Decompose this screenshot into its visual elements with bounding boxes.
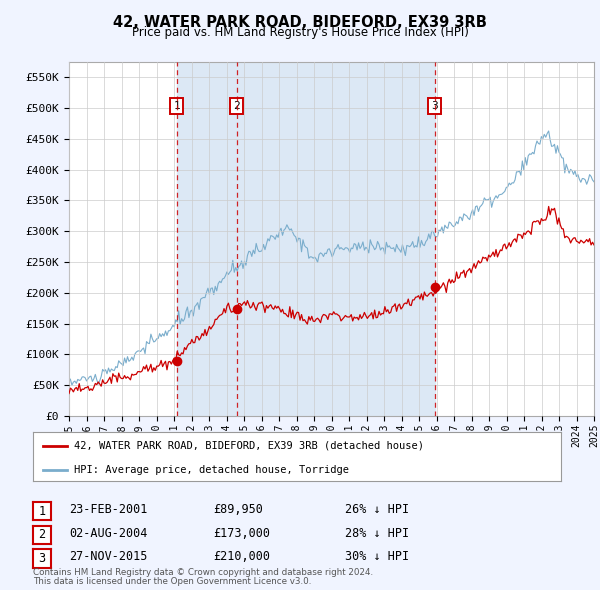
Text: 27-NOV-2015: 27-NOV-2015 <box>69 550 148 563</box>
Text: 28% ↓ HPI: 28% ↓ HPI <box>345 526 409 540</box>
Text: HPI: Average price, detached house, Torridge: HPI: Average price, detached house, Torr… <box>74 465 349 475</box>
Text: 02-AUG-2004: 02-AUG-2004 <box>69 526 148 540</box>
Text: 2: 2 <box>233 101 240 111</box>
Text: 23-FEB-2001: 23-FEB-2001 <box>69 503 148 516</box>
Text: £89,950: £89,950 <box>213 503 263 516</box>
Text: 42, WATER PARK ROAD, BIDEFORD, EX39 3RB (detached house): 42, WATER PARK ROAD, BIDEFORD, EX39 3RB … <box>74 441 424 451</box>
Text: 26% ↓ HPI: 26% ↓ HPI <box>345 503 409 516</box>
Text: This data is licensed under the Open Government Licence v3.0.: This data is licensed under the Open Gov… <box>33 577 311 586</box>
Text: 3: 3 <box>431 101 438 111</box>
Text: Price paid vs. HM Land Registry's House Price Index (HPI): Price paid vs. HM Land Registry's House … <box>131 26 469 39</box>
Bar <box>236 62 435 416</box>
Text: £210,000: £210,000 <box>213 550 270 563</box>
Text: £173,000: £173,000 <box>213 526 270 540</box>
Text: 30% ↓ HPI: 30% ↓ HPI <box>345 550 409 563</box>
Text: Contains HM Land Registry data © Crown copyright and database right 2024.: Contains HM Land Registry data © Crown c… <box>33 568 373 577</box>
Text: 1: 1 <box>173 101 180 111</box>
Text: 42, WATER PARK ROAD, BIDEFORD, EX39 3RB: 42, WATER PARK ROAD, BIDEFORD, EX39 3RB <box>113 15 487 30</box>
Text: 1: 1 <box>38 504 46 518</box>
Text: 3: 3 <box>38 552 46 565</box>
Text: 2: 2 <box>38 528 46 542</box>
Bar <box>176 62 236 416</box>
